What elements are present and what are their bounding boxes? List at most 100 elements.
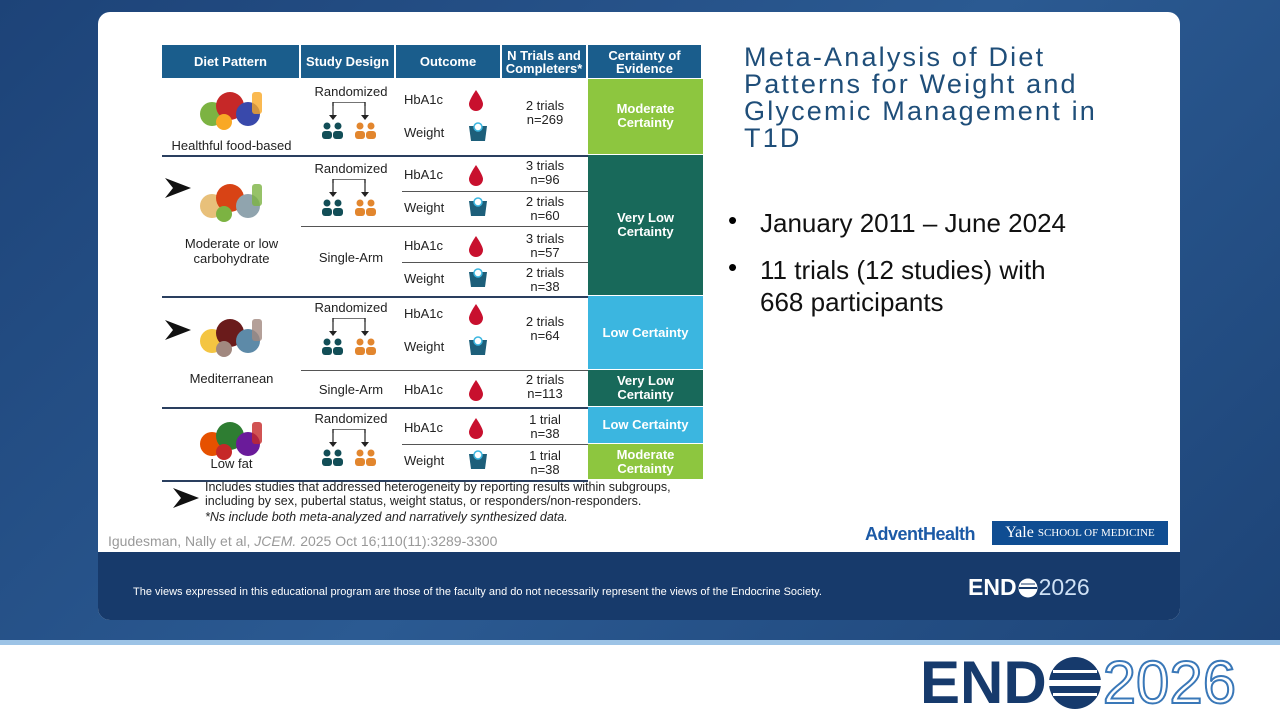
outcome-label: Weight bbox=[404, 125, 445, 140]
footnote: *Ns include both meta-analyzed and narra… bbox=[205, 510, 568, 524]
certainty-cell: Moderate Certainty bbox=[588, 444, 703, 480]
diet-label: Healthful food-based bbox=[171, 138, 292, 153]
study-design: Single-Arm bbox=[318, 250, 384, 265]
table-rule bbox=[162, 78, 703, 79]
randomized-diagram bbox=[322, 175, 376, 216]
table-rule bbox=[402, 262, 588, 263]
scale-icon bbox=[469, 268, 487, 287]
bottom-band: END 2026 bbox=[0, 640, 1280, 720]
outcome-label: HbA1c bbox=[404, 382, 444, 397]
diet-label: Moderate or low carbohydrate bbox=[184, 236, 279, 266]
outcome-label: HbA1c bbox=[404, 306, 444, 321]
brand-left: END bbox=[968, 574, 1017, 600]
chevron-icon bbox=[165, 320, 191, 345]
diet-label: Mediterranean bbox=[189, 371, 274, 386]
chevron bbox=[173, 488, 199, 508]
disclaimer: The views expressed in this educational … bbox=[133, 586, 822, 598]
diet-label: Low fat bbox=[210, 456, 253, 471]
outcome-label: HbA1c bbox=[404, 167, 444, 182]
scale-icon bbox=[469, 336, 487, 355]
hba1c-icon bbox=[468, 417, 484, 444]
blood-drop bbox=[469, 90, 483, 111]
table-header: Outcome bbox=[396, 45, 502, 78]
randomized-icon bbox=[317, 98, 381, 147]
scale-icon bbox=[469, 122, 487, 141]
hba1c-icon bbox=[468, 235, 484, 262]
food-image bbox=[196, 311, 268, 364]
hba1c-icon bbox=[468, 164, 484, 191]
outcome-label: Weight bbox=[404, 453, 445, 468]
footnote: Includes studies that addressed heteroge… bbox=[205, 480, 671, 508]
yale-logo: Yale SCHOOL OF MEDICINE bbox=[992, 521, 1168, 545]
completers: n=38 bbox=[530, 279, 560, 294]
trial-count: 2 trials bbox=[525, 314, 565, 329]
globe-icon bbox=[1048, 657, 1101, 709]
randomized-diagram bbox=[322, 98, 376, 139]
table-header: Certainty of Evidence bbox=[588, 45, 703, 78]
randomized-icon bbox=[317, 314, 381, 363]
outcome-label: HbA1c bbox=[404, 92, 444, 107]
citation-authors: Igudesman, Nally et al, bbox=[108, 533, 251, 549]
trial-count: 2 trials bbox=[525, 372, 565, 387]
randomized-icon bbox=[317, 175, 381, 224]
blood-drop bbox=[469, 236, 483, 257]
weight-icon bbox=[468, 450, 488, 475]
completers: n=38 bbox=[530, 426, 560, 441]
slide-footer: The views expressed in this educational … bbox=[98, 552, 1180, 620]
outcome-label: Weight bbox=[404, 339, 445, 354]
endo-logo: END 2026 bbox=[920, 649, 1237, 716]
blood-drop bbox=[469, 418, 483, 439]
table-header: N Trials and Completers* bbox=[502, 45, 588, 78]
table-header: Study Design bbox=[301, 45, 396, 78]
study-design: Single-Arm bbox=[318, 382, 384, 397]
completers: n=64 bbox=[530, 328, 560, 343]
citation: Igudesman, Nally et al, JCEM. 2025 Oct 1… bbox=[108, 533, 497, 549]
completers: n=38 bbox=[530, 462, 560, 477]
certainty-cell: Low Certainty bbox=[588, 296, 703, 370]
chevron-icon bbox=[165, 178, 191, 203]
study-design: Randomized bbox=[314, 84, 388, 99]
bullet: 11 trials (12 studies) with 668 particip… bbox=[760, 255, 1046, 317]
hba1c-icon bbox=[468, 303, 484, 330]
chevron-icon bbox=[173, 488, 199, 513]
completers: n=113 bbox=[527, 386, 563, 401]
chevron bbox=[165, 320, 191, 340]
completers: n=57 bbox=[530, 245, 560, 260]
yale-school: SCHOOL OF MEDICINE bbox=[1037, 527, 1155, 539]
slide-title: Meta-Analysis of Diet Patterns for Weigh… bbox=[744, 42, 1098, 153]
food-image bbox=[196, 84, 268, 137]
trial-count: 2 trials bbox=[525, 265, 565, 280]
trial-count: 1 trial bbox=[529, 448, 561, 463]
weight-icon bbox=[468, 336, 488, 361]
study-design: Randomized bbox=[314, 411, 388, 426]
outcome-label: HbA1c bbox=[404, 238, 444, 253]
certainty-cell: Very Low Certainty bbox=[588, 370, 703, 407]
randomized-diagram bbox=[322, 425, 376, 466]
brand-right: 2026 bbox=[1038, 574, 1090, 600]
outcome-label: Weight bbox=[404, 271, 445, 286]
completers: n=96 bbox=[530, 172, 560, 187]
hba1c-icon bbox=[468, 89, 484, 116]
yale-word: Yale bbox=[1005, 524, 1034, 541]
brand-right: 2026 bbox=[1102, 649, 1237, 716]
table-rule bbox=[162, 407, 588, 409]
food-illustration bbox=[200, 422, 262, 460]
trial-count: 2 trials bbox=[525, 194, 565, 209]
outcome-label: HbA1c bbox=[404, 420, 444, 435]
brand-left: END bbox=[920, 649, 1047, 716]
adventhealth-logo: AdventHealth bbox=[865, 524, 976, 544]
globe-icon bbox=[1018, 578, 1038, 597]
weight-icon bbox=[468, 268, 488, 293]
food-image bbox=[196, 414, 268, 467]
table-rule bbox=[402, 191, 588, 192]
outcome-label: Weight bbox=[404, 200, 445, 215]
chevron bbox=[165, 178, 191, 198]
randomized-icon bbox=[317, 425, 381, 474]
table-rule bbox=[301, 226, 588, 227]
bullet: January 2011 – June 2024 bbox=[760, 208, 1066, 238]
table-header: Diet Pattern bbox=[162, 45, 301, 78]
trial-count: 3 trials bbox=[525, 158, 565, 173]
certainty-cell: Very Low Certainty bbox=[588, 155, 703, 296]
weight-icon bbox=[468, 197, 488, 222]
food-illustration bbox=[200, 92, 262, 130]
